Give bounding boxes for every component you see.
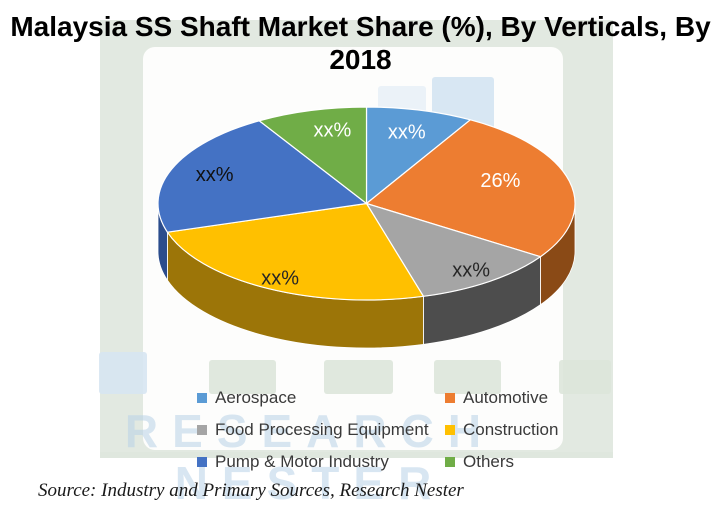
page-title-line2: 2018: [329, 44, 392, 75]
watermark-text-nester: NESTER: [174, 457, 446, 507]
pie-slice-pump-motor-industry: [157, 120, 368, 233]
pie-slice-automotive: [365, 119, 576, 258]
pie-label-others: xx%: [314, 120, 352, 142]
watermark-text-research: RESEARCH: [124, 405, 496, 457]
page-title: Malaysia SS Shaft Market Share (%), By V…: [0, 10, 721, 76]
watermark-rule: [100, 452, 613, 458]
watermark-column-icon: [324, 360, 393, 394]
pie-slice-construction: [166, 202, 425, 301]
watermark-column-icon: [434, 360, 501, 394]
source-text: Source: Industry and Primary Sources, Re…: [38, 480, 464, 501]
pie-label-aerospace: xx%: [388, 122, 426, 144]
pie-label-food-processing-equipment: xx%: [452, 260, 490, 282]
pie-label-construction: xx%: [261, 267, 299, 289]
watermark-column-icon: [209, 360, 276, 394]
pie-label-automotive: 26%: [480, 170, 520, 192]
pie-slice-aerospace: [365, 106, 471, 205]
pie-chart: xx% 26% xx% xx% xx% xx%: [157, 106, 576, 349]
pie-label-pump-motor-industry: xx%: [196, 164, 234, 186]
watermark-column-icon: [559, 360, 611, 394]
page-title-line1: Malaysia SS Shaft Market Share (%), By V…: [10, 11, 711, 42]
pie-slice-food-processing-equipment: [365, 202, 542, 297]
watermark-column-icon: [99, 352, 147, 394]
pie-slice-others: [258, 106, 368, 205]
